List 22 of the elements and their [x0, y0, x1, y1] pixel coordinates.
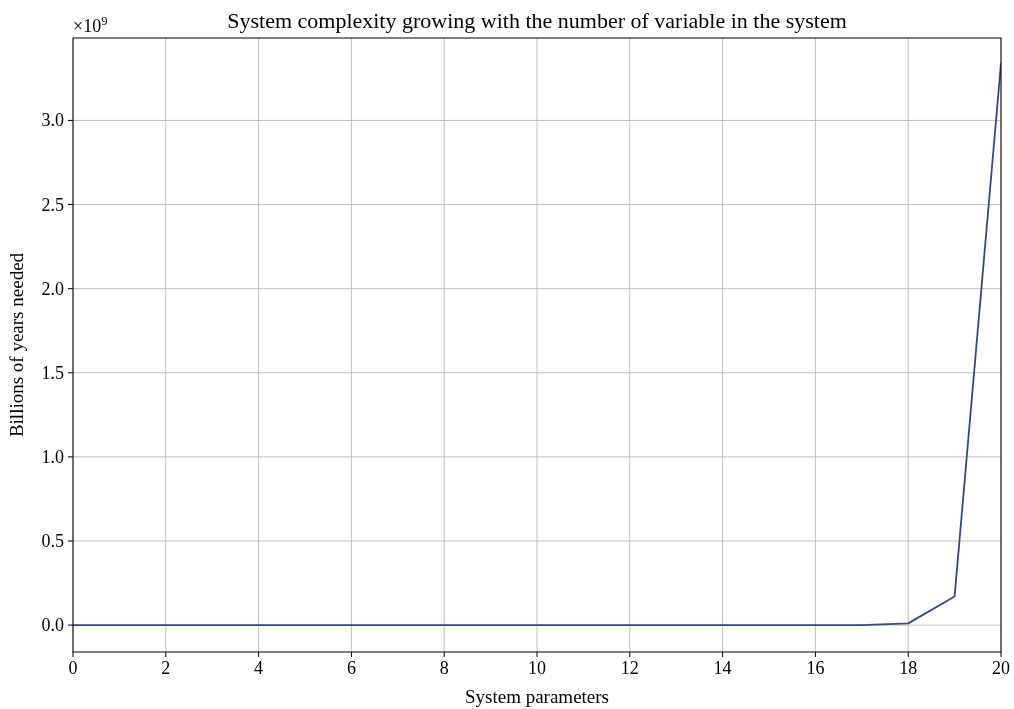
y-tick-label: 0.5 [41, 530, 64, 551]
x-tick-label: 4 [254, 658, 264, 678]
y-tick-label: 3.0 [41, 110, 64, 131]
y-tick-label: 1.5 [41, 362, 64, 383]
x-tick-label: 6 [346, 658, 356, 678]
chart-title: System complexity growing with the number of variable in the system [227, 8, 847, 33]
y-tick-label: 1.0 [41, 446, 64, 467]
text: ×10$^{9}$ [73, 14, 108, 36]
x-tick-label: 20 [992, 658, 1010, 678]
x-tick-label: 12 [620, 658, 639, 678]
x-tick-label: 16 [806, 658, 825, 678]
x-tick-label: 0 [68, 658, 78, 678]
y-tick-label: 0.0 [41, 615, 64, 636]
x-tick-label: 2 [161, 658, 171, 678]
y-axis-title: Billions of years needed [6, 252, 27, 438]
x-tick-label: 18 [899, 658, 918, 678]
x-tick-label: 8 [439, 658, 449, 678]
x-tick-label: 10 [528, 658, 546, 678]
y-tick-label: 2.5 [41, 194, 64, 215]
x-tick-label: 14 [713, 658, 732, 678]
x-axis-title: System parameters [464, 686, 610, 707]
y-tick-label: 2.0 [41, 278, 64, 299]
